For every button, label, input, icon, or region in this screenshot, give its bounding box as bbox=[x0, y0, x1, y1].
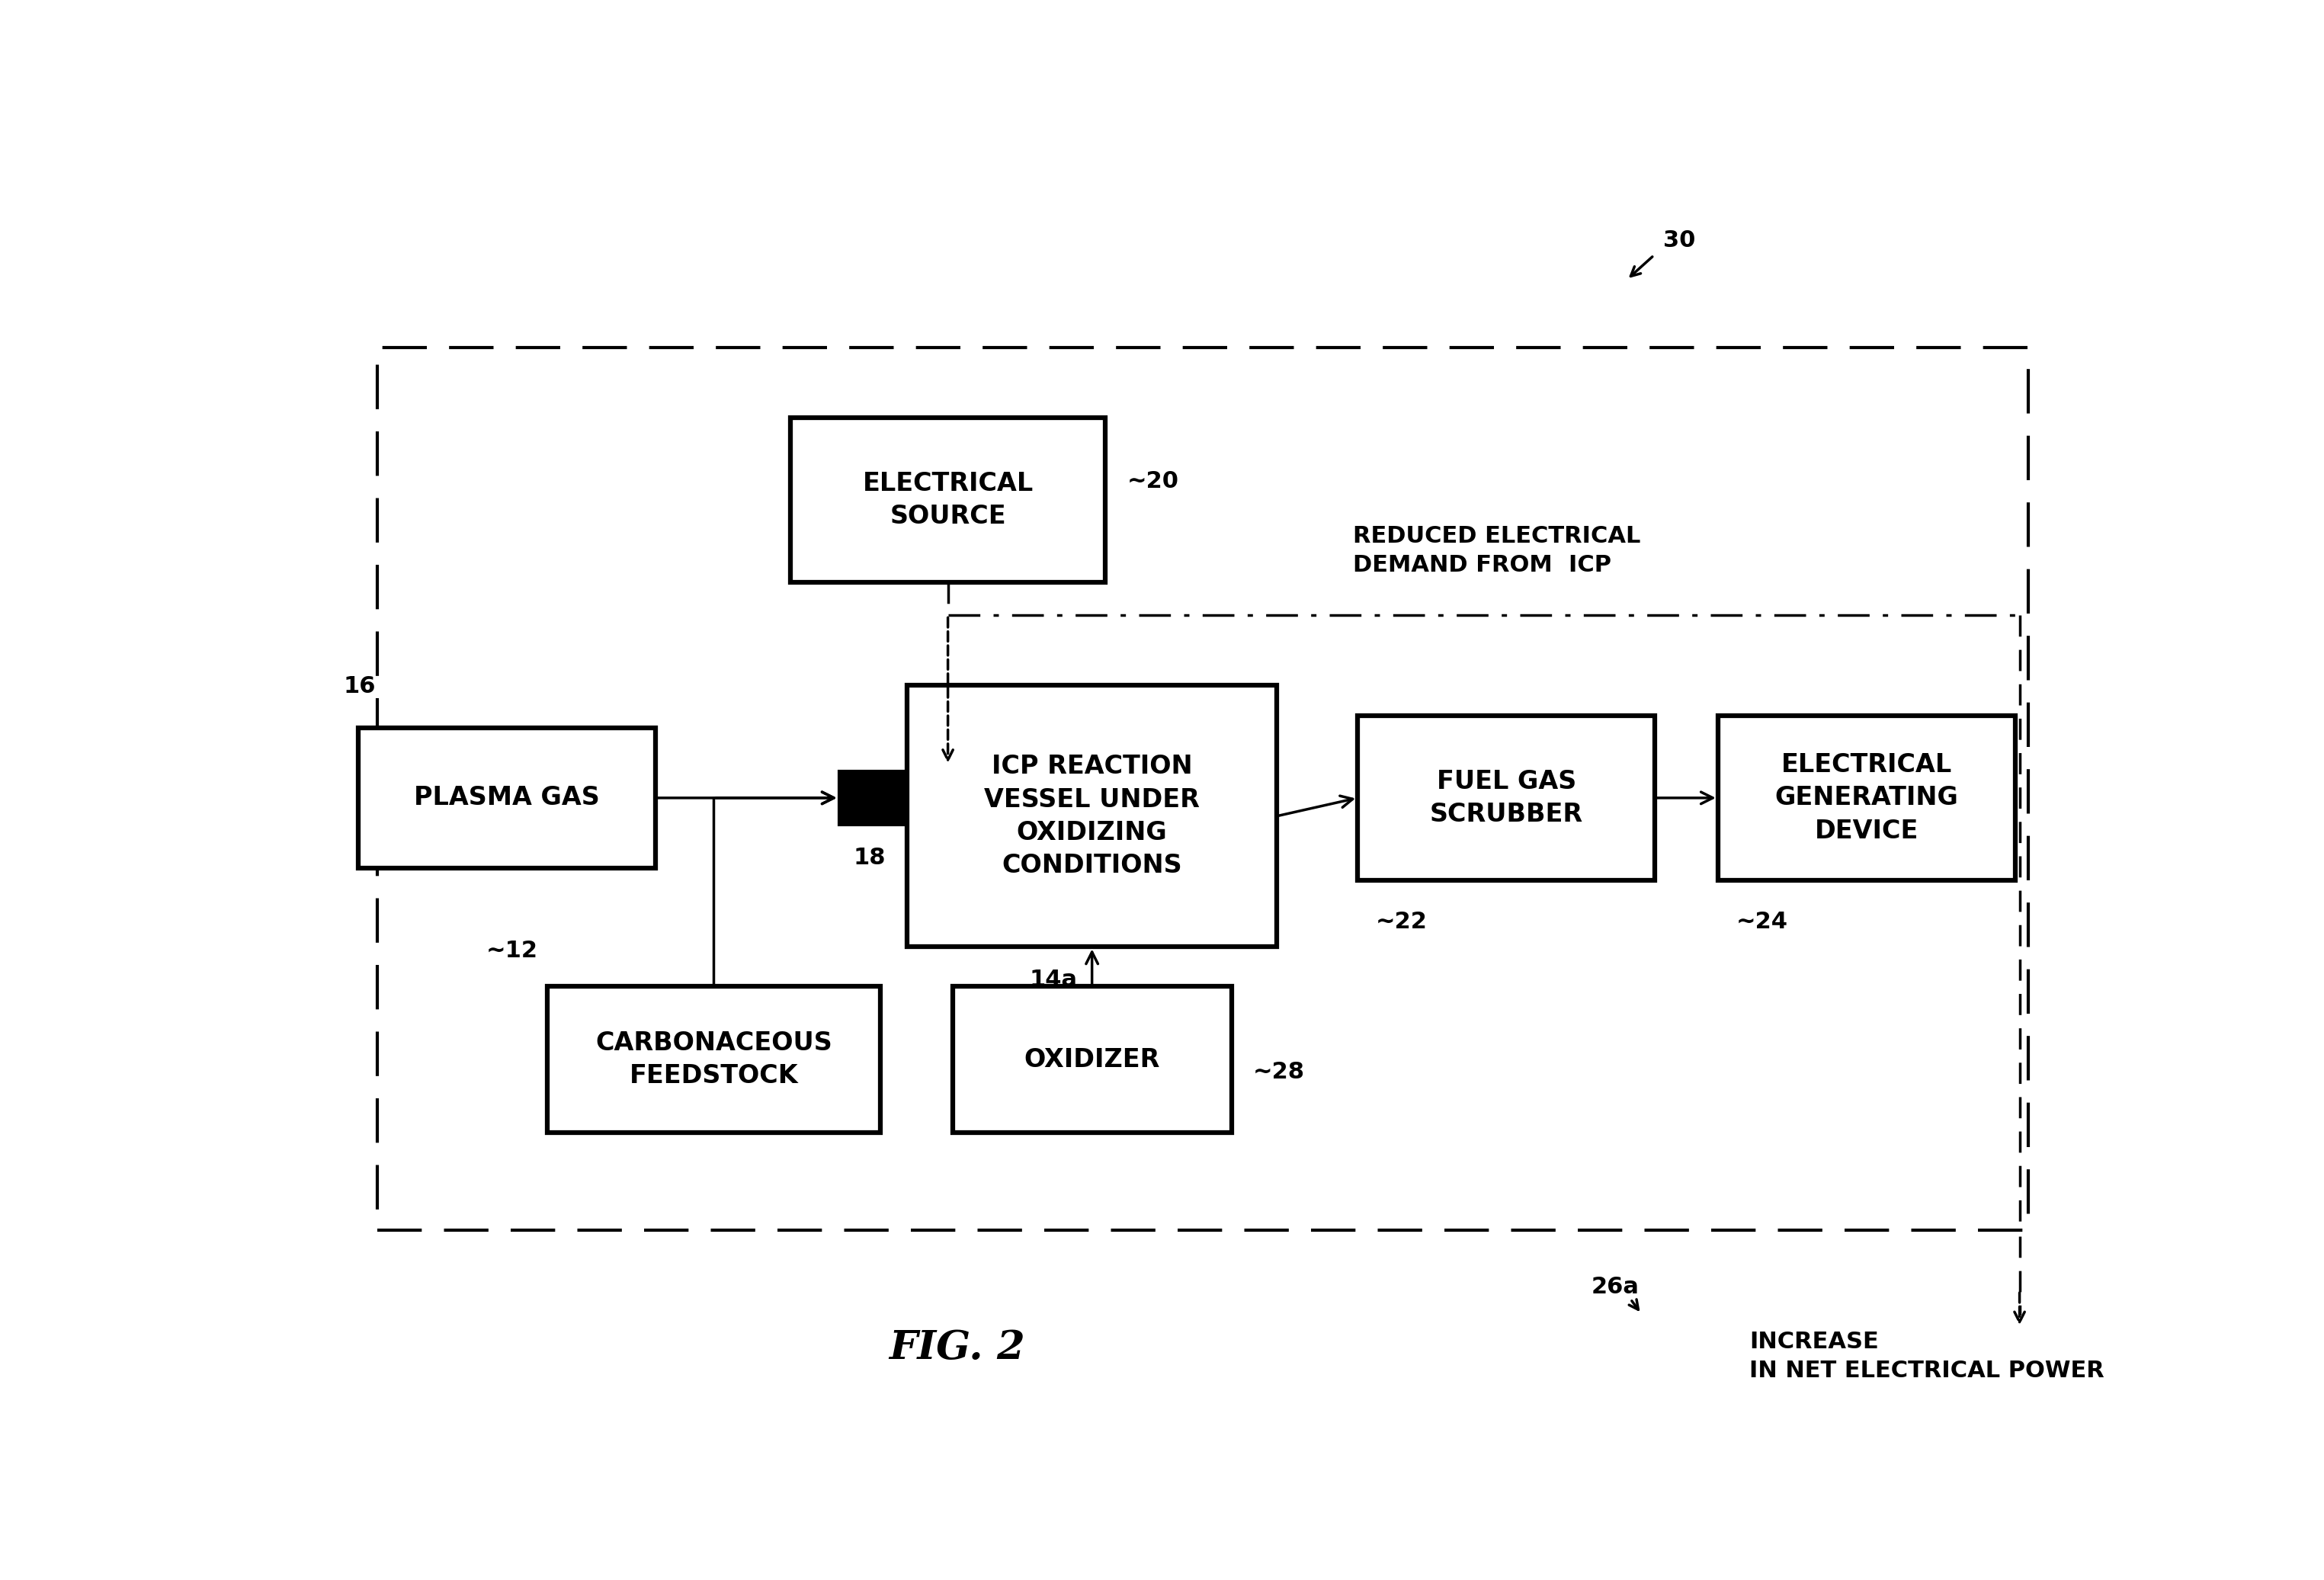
FancyBboxPatch shape bbox=[1717, 716, 2015, 880]
Text: PLASMA GAS: PLASMA GAS bbox=[414, 785, 600, 811]
Text: 14a: 14a bbox=[1030, 969, 1078, 991]
FancyBboxPatch shape bbox=[546, 986, 881, 1133]
FancyBboxPatch shape bbox=[358, 728, 655, 867]
Text: INCREASE
IN NET ELECTRICAL POWER: INCREASE IN NET ELECTRICAL POWER bbox=[1750, 1330, 2106, 1382]
Text: ~20: ~20 bbox=[1127, 471, 1178, 493]
Text: CARBONACEOUS
FEEDSTOCK: CARBONACEOUS FEEDSTOCK bbox=[595, 1030, 832, 1089]
Text: ELECTRICAL
GENERATING
DEVICE: ELECTRICAL GENERATING DEVICE bbox=[1776, 752, 1959, 844]
Text: 30: 30 bbox=[1664, 229, 1694, 251]
Text: 16: 16 bbox=[344, 675, 376, 697]
Text: FUEL GAS
SCRUBBER: FUEL GAS SCRUBBER bbox=[1429, 769, 1583, 826]
Text: 26a: 26a bbox=[1592, 1277, 1638, 1299]
FancyBboxPatch shape bbox=[1357, 716, 1655, 880]
FancyBboxPatch shape bbox=[839, 771, 906, 825]
Text: ICP REACTION
VESSEL UNDER
OXIDIZING
CONDITIONS: ICP REACTION VESSEL UNDER OXIDIZING COND… bbox=[983, 754, 1199, 878]
Text: 18: 18 bbox=[853, 847, 885, 869]
Text: ~24: ~24 bbox=[1736, 910, 1787, 932]
Text: ~22: ~22 bbox=[1376, 910, 1427, 932]
Text: ~12: ~12 bbox=[486, 940, 539, 962]
Text: ~28: ~28 bbox=[1253, 1060, 1306, 1082]
FancyBboxPatch shape bbox=[790, 417, 1106, 581]
Text: OXIDIZER: OXIDIZER bbox=[1025, 1048, 1160, 1073]
Text: REDUCED ELECTRICAL
DEMAND FROM  ICP: REDUCED ELECTRICAL DEMAND FROM ICP bbox=[1353, 525, 1641, 577]
Text: FIG. 2: FIG. 2 bbox=[888, 1329, 1025, 1367]
FancyBboxPatch shape bbox=[906, 686, 1276, 946]
FancyBboxPatch shape bbox=[953, 986, 1232, 1133]
FancyBboxPatch shape bbox=[376, 348, 2029, 1229]
Text: ELECTRICAL
SOURCE: ELECTRICAL SOURCE bbox=[862, 471, 1034, 529]
